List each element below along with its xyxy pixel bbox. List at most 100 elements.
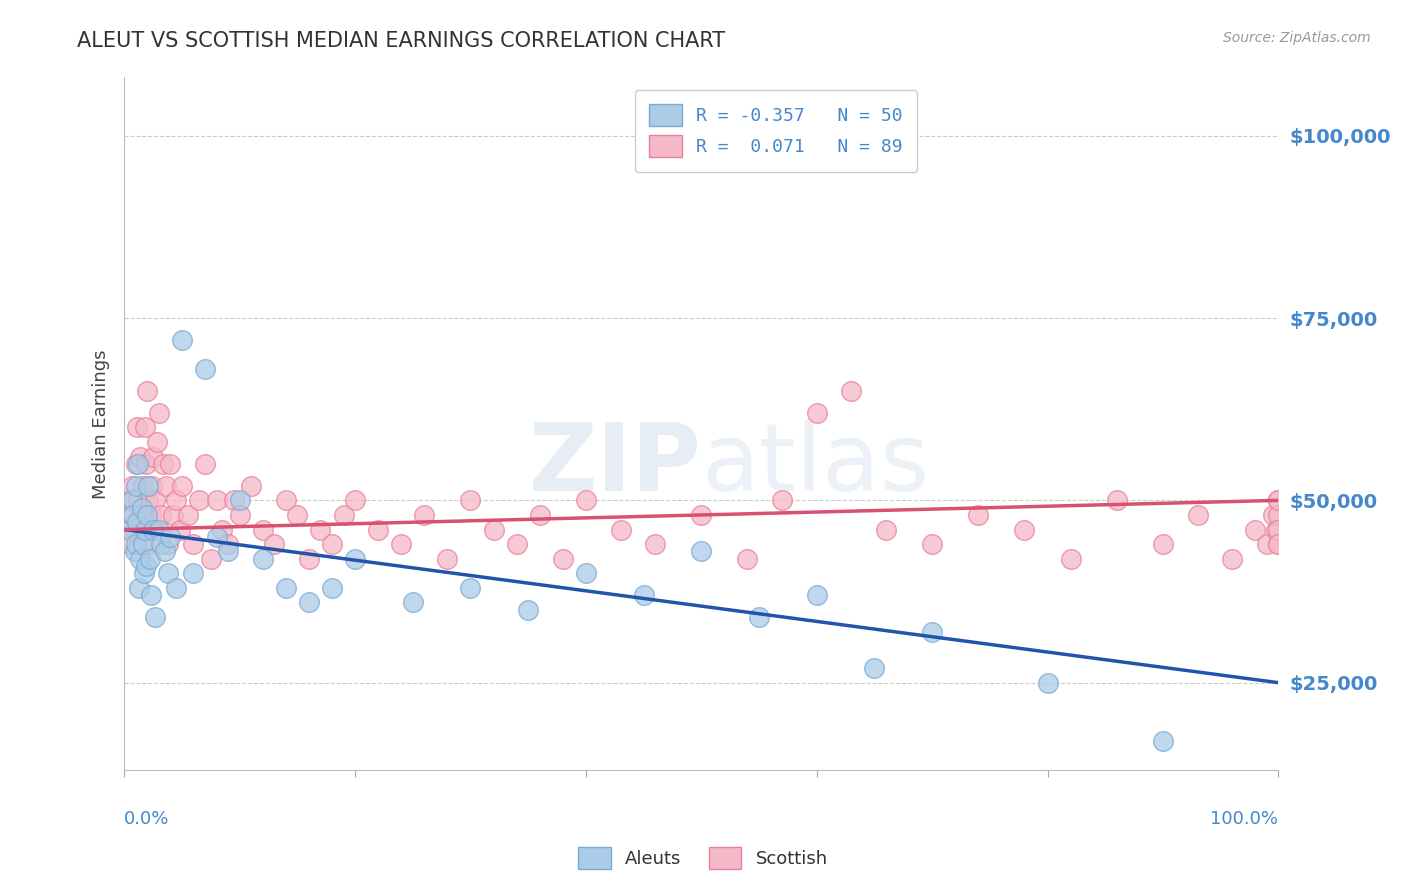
Point — [132, 523, 155, 537]
Point — [125, 420, 148, 434]
Point — [321, 581, 343, 595]
Point — [131, 508, 153, 522]
Point — [529, 508, 551, 522]
Point — [145, 493, 167, 508]
Point — [118, 523, 141, 537]
Point — [169, 523, 191, 537]
Point — [841, 384, 863, 398]
Point — [1267, 493, 1289, 508]
Point — [153, 544, 176, 558]
Point — [128, 537, 150, 551]
Point — [142, 523, 165, 537]
Point — [124, 523, 146, 537]
Point — [609, 523, 631, 537]
Point — [155, 479, 177, 493]
Point — [128, 581, 150, 595]
Point — [205, 530, 228, 544]
Point — [211, 523, 233, 537]
Point — [125, 515, 148, 529]
Point — [863, 661, 886, 675]
Point — [136, 508, 159, 522]
Point — [436, 551, 458, 566]
Point — [152, 457, 174, 471]
Point — [129, 450, 152, 464]
Point — [136, 384, 159, 398]
Point — [165, 493, 187, 508]
Point — [413, 508, 436, 522]
Point — [1261, 508, 1284, 522]
Point — [131, 479, 153, 493]
Point — [139, 588, 162, 602]
Point — [125, 479, 148, 493]
Point — [285, 508, 308, 522]
Point — [274, 493, 297, 508]
Point — [157, 537, 180, 551]
Point — [125, 537, 148, 551]
Point — [1059, 551, 1081, 566]
Point — [332, 508, 354, 522]
Point — [1267, 537, 1289, 551]
Point — [1036, 675, 1059, 690]
Point — [183, 537, 205, 551]
Point — [806, 406, 828, 420]
Point — [183, 566, 205, 581]
Point — [157, 566, 180, 581]
Point — [194, 457, 217, 471]
Point — [132, 566, 155, 581]
Point — [148, 406, 170, 420]
Point — [118, 537, 141, 551]
Point — [170, 479, 193, 493]
Point — [460, 581, 482, 595]
Legend: R = -0.357   N = 50, R =  0.071   N = 89: R = -0.357 N = 50, R = 0.071 N = 89 — [636, 90, 917, 172]
Point — [402, 595, 425, 609]
Point — [1105, 493, 1128, 508]
Point — [194, 362, 217, 376]
Point — [482, 523, 505, 537]
Point — [200, 551, 222, 566]
Point — [145, 435, 167, 450]
Y-axis label: Median Earnings: Median Earnings — [93, 349, 110, 499]
Point — [505, 537, 527, 551]
Point — [139, 508, 162, 522]
Point — [217, 537, 239, 551]
Point — [188, 493, 211, 508]
Point — [690, 544, 713, 558]
Point — [131, 537, 153, 551]
Point — [1267, 537, 1289, 551]
Text: ZIP: ZIP — [529, 419, 702, 511]
Point — [222, 493, 245, 508]
Point — [135, 559, 157, 574]
Point — [159, 530, 181, 544]
Point — [122, 508, 145, 522]
Point — [921, 537, 943, 551]
Point — [921, 624, 943, 639]
Point — [127, 493, 149, 508]
Point — [252, 551, 274, 566]
Point — [274, 581, 297, 595]
Point — [228, 493, 250, 508]
Point — [205, 493, 228, 508]
Point — [138, 537, 160, 551]
Point — [165, 581, 187, 595]
Point — [344, 493, 367, 508]
Point — [737, 551, 759, 566]
Point — [150, 508, 173, 522]
Point — [1267, 523, 1289, 537]
Point — [321, 537, 343, 551]
Point — [252, 523, 274, 537]
Point — [1152, 734, 1174, 748]
Point — [148, 523, 170, 537]
Point — [1014, 523, 1036, 537]
Point — [575, 566, 598, 581]
Point — [138, 493, 160, 508]
Point — [150, 537, 173, 551]
Legend: Aleuts, Scottish: Aleuts, Scottish — [571, 839, 835, 876]
Point — [228, 508, 250, 522]
Text: atlas: atlas — [702, 419, 929, 511]
Point — [1267, 508, 1289, 522]
Point — [967, 508, 990, 522]
Point — [367, 523, 389, 537]
Point — [644, 537, 666, 551]
Point — [162, 508, 184, 522]
Point — [122, 493, 145, 508]
